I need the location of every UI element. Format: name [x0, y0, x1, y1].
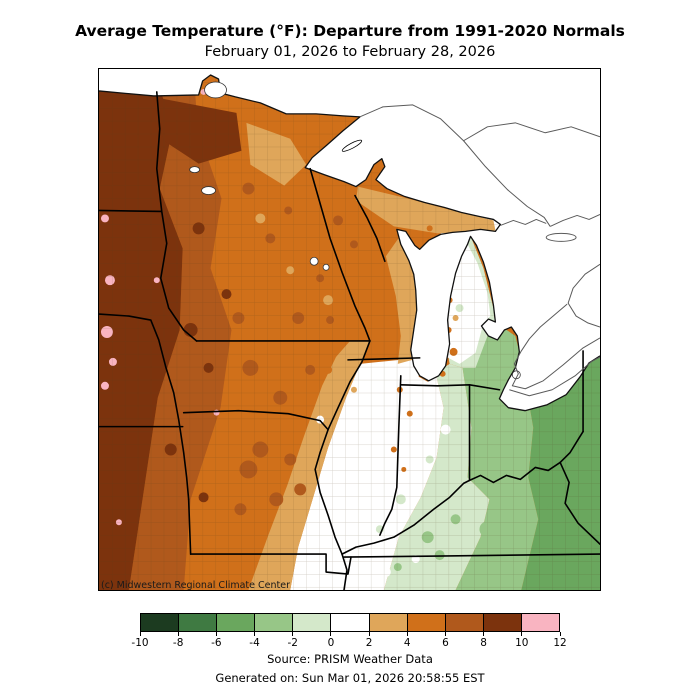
map-attribution: (c) Midwestern Regional Climate Center — [101, 580, 290, 591]
leech-lake — [322, 263, 330, 271]
mille-lacs-lake — [309, 256, 319, 266]
colorbar-segment — [217, 614, 256, 631]
colorbar-segment — [293, 614, 332, 631]
north-channel-shore — [549, 214, 600, 227]
ontario-northern-outline — [463, 122, 600, 142]
isle-royale — [341, 139, 363, 152]
chart-title: Average Temperature (°F): Departure from… — [75, 22, 625, 40]
colorbar-tick-label: 2 — [365, 637, 373, 649]
colorbar-tick-label: 4 — [403, 637, 411, 649]
colorbar-tick-label: 10 — [515, 637, 529, 649]
chart-subtitle: February 01, 2026 to February 28, 2026 — [204, 44, 496, 60]
colorbar-tick-mark — [292, 632, 294, 636]
colorbar-segment — [179, 614, 218, 631]
lake-of-the-woods — [204, 81, 227, 99]
state-borders — [99, 91, 600, 590]
lake-huron-ontario-shore — [511, 303, 600, 390]
colorbar-tick-mark — [177, 632, 179, 636]
red-lake — [201, 186, 216, 195]
colorbar-segment — [407, 614, 446, 631]
lake-erie-north-shore — [509, 356, 600, 397]
inland-lakes — [189, 81, 521, 380]
georgian-bay-bruce-peninsula — [567, 263, 600, 328]
map-canvas — [99, 74, 600, 590]
colorbar-ticks: -10 -8 -6 -4 -2 0 2 4 6 8 10 12 — [131, 632, 567, 650]
colorbar-tick-label: -6 — [211, 637, 222, 649]
colorbar-tick-mark — [444, 632, 446, 636]
colorbar-tick-mark — [254, 632, 256, 636]
colorbar-tick-label: -10 — [131, 637, 149, 649]
colorbar-segment — [521, 614, 560, 631]
colorbar-tick-mark — [521, 632, 523, 636]
colorbar-tick-label: 6 — [442, 637, 449, 649]
colorbar-tick-mark — [368, 632, 370, 636]
colorbar-tick-label: 8 — [480, 637, 487, 649]
land-shoreline — [99, 74, 600, 412]
manitoulin-island — [545, 232, 577, 242]
st-marys-river-shore — [500, 218, 547, 226]
colorbar-segment — [483, 614, 522, 631]
colorbar-tick-mark — [483, 632, 485, 636]
canada-outlines — [359, 104, 600, 397]
generated-text: Generated on: Sun Mar 01, 2026 20:58:55 … — [215, 671, 485, 685]
colorbar-tick-label: -4 — [249, 637, 260, 649]
colorbar-tick-label: 0 — [327, 637, 335, 649]
source-text: Source: PRISM Weather Data — [267, 652, 433, 666]
colorbar-segment — [331, 614, 370, 631]
colorbar-tick-mark — [406, 632, 408, 636]
colorbar-segment — [445, 614, 484, 631]
colorbar-segment — [255, 614, 294, 631]
colorbar-tick-mark — [139, 632, 141, 636]
colorbar-tick-label: -2 — [287, 637, 298, 649]
colorbar — [140, 613, 560, 632]
colorbar-tick-label: -8 — [172, 637, 184, 649]
colorbar-segment — [369, 614, 408, 631]
lake-superior-north-shore — [359, 104, 551, 227]
devils-lake — [189, 166, 200, 174]
colorbar-tick-label: 12 — [553, 637, 567, 649]
colorbar-segment — [141, 614, 180, 631]
colorbar-tick-mark — [559, 632, 561, 636]
colorbar-tick-mark — [215, 632, 217, 636]
colorbar-tick-mark — [330, 632, 332, 636]
